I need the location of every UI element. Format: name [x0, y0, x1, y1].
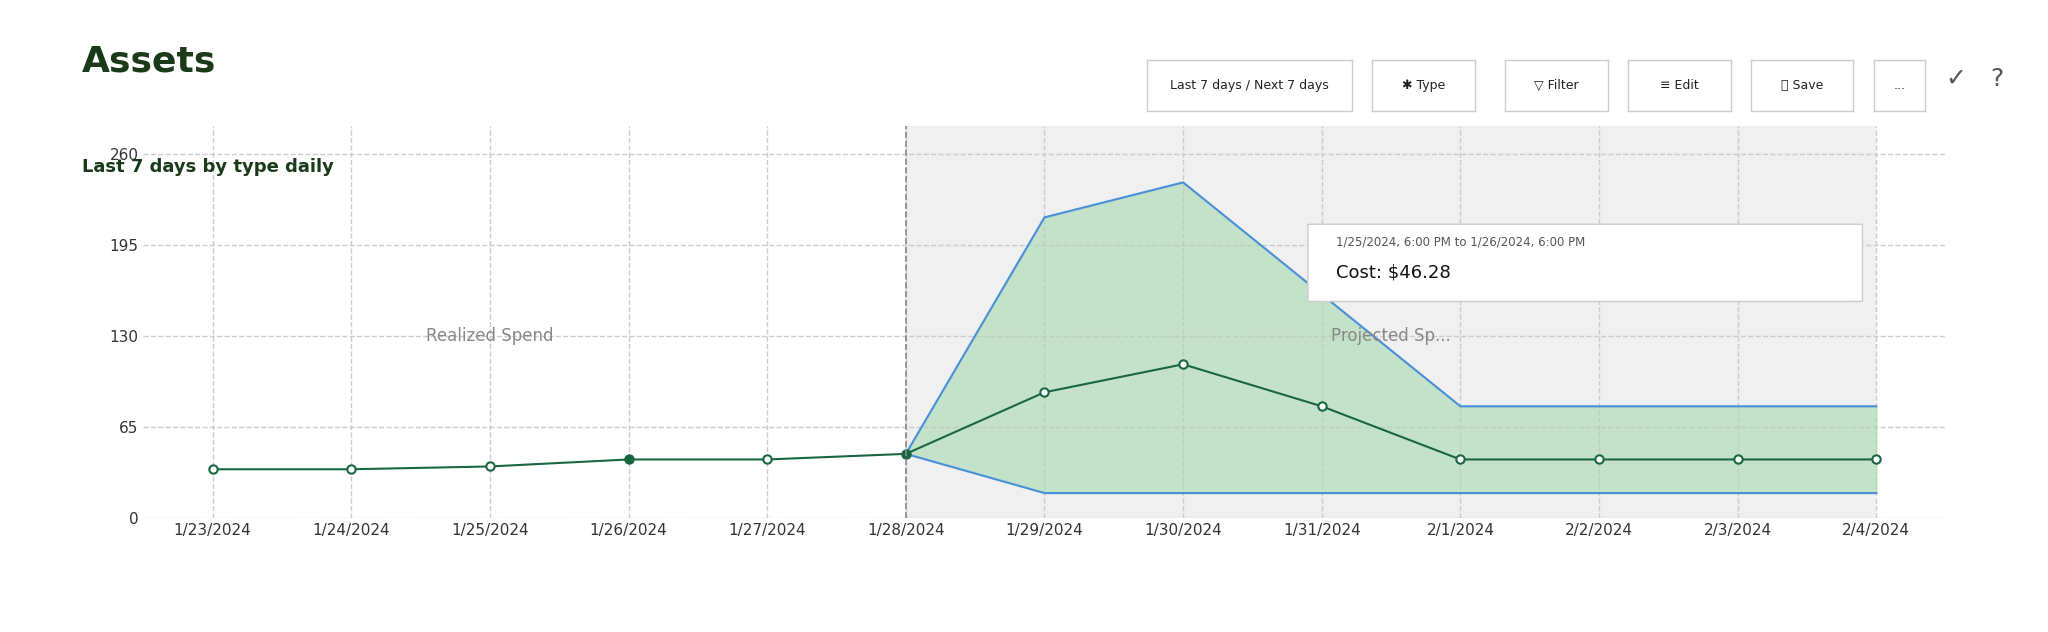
Text: ≡ Edit: ≡ Edit [1661, 79, 1698, 92]
Text: Realized Spend: Realized Spend [426, 327, 553, 345]
Text: ▽ Filter: ▽ Filter [1534, 79, 1579, 92]
Text: Assets: Assets [82, 44, 217, 78]
Text: ...: ... [1894, 79, 1905, 92]
FancyBboxPatch shape [1309, 224, 1862, 301]
Text: Last 7 days by type daily: Last 7 days by type daily [82, 158, 334, 176]
Text: 1/25/2024, 6:00 PM to 1/26/2024, 6:00 PM: 1/25/2024, 6:00 PM to 1/26/2024, 6:00 PM [1335, 236, 1585, 248]
Text: 💾 Save: 💾 Save [1782, 79, 1823, 92]
Text: ✓: ✓ [1946, 67, 1966, 91]
Text: Cost: $46.28: Cost: $46.28 [1335, 264, 1450, 281]
Text: ?: ? [1991, 67, 2003, 91]
Text: Projected Sp...: Projected Sp... [1331, 327, 1450, 345]
Bar [905, 126, 1876, 518]
Text: Last 7 days / Next 7 days: Last 7 days / Next 7 days [1169, 79, 1329, 92]
Text: ✱ Type: ✱ Type [1401, 79, 1446, 92]
